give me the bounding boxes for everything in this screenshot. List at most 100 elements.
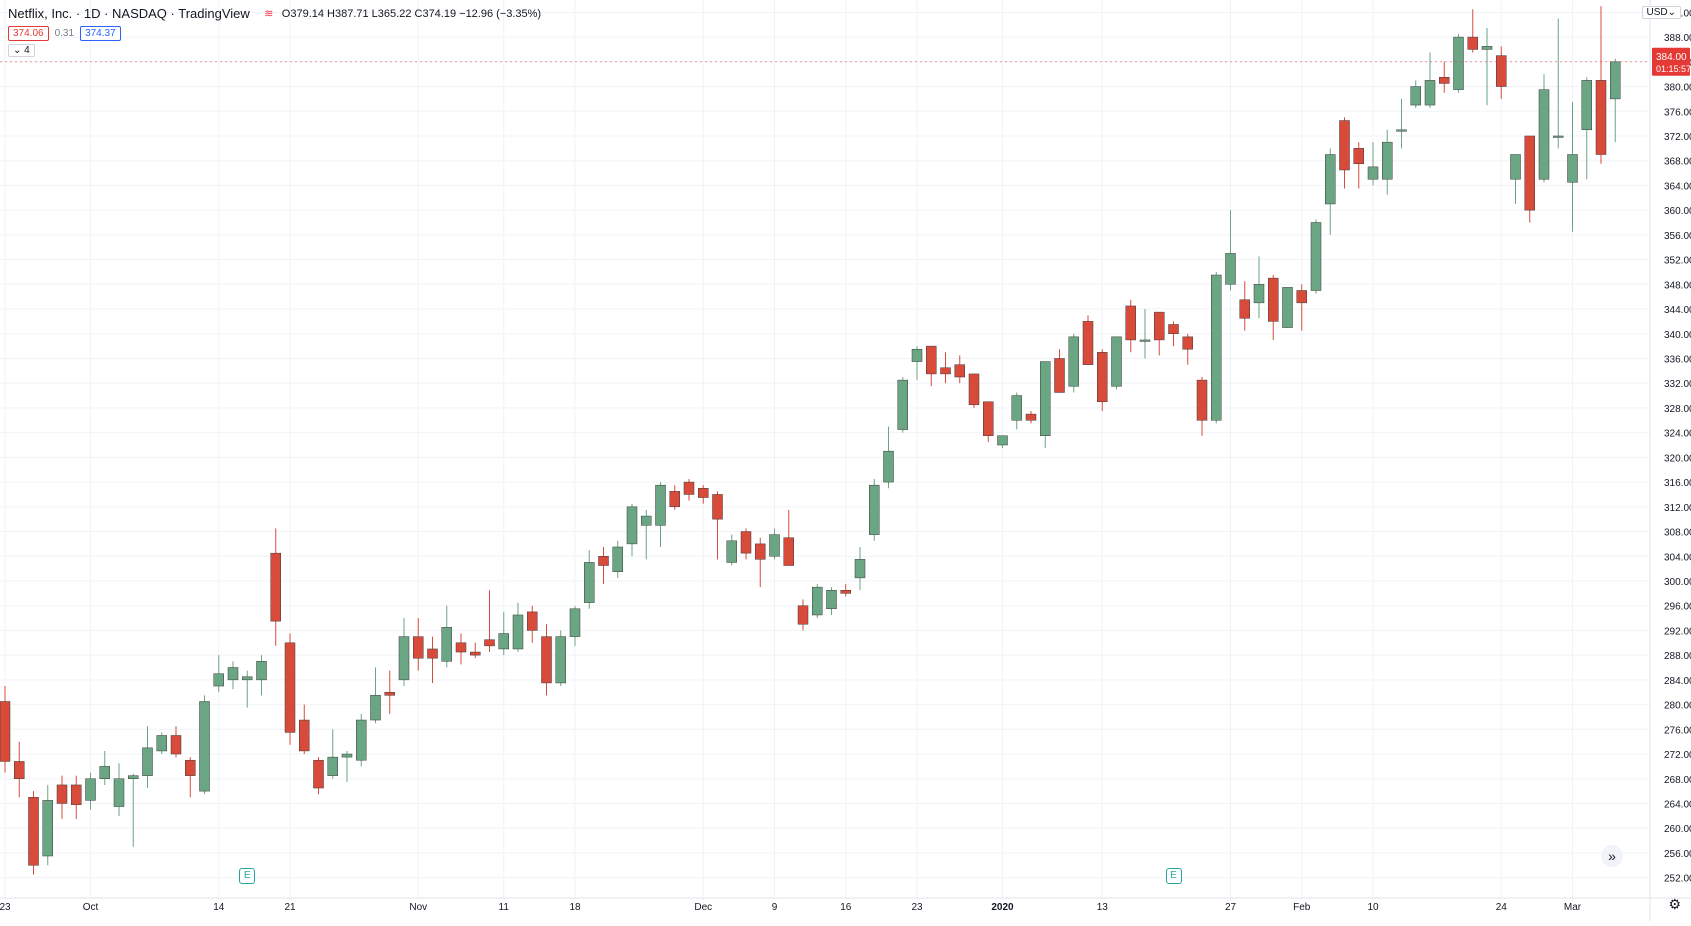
candle — [1253, 256, 1265, 319]
candle-body — [242, 676, 253, 681]
y-tick-label: 364.00 — [1664, 181, 1691, 192]
candle — [1097, 349, 1108, 412]
candle-body — [1567, 154, 1578, 183]
x-tick-label: Mar — [1564, 902, 1582, 913]
candle — [1054, 349, 1065, 393]
candle — [783, 509, 794, 566]
candle — [983, 401, 994, 442]
candle-body — [398, 636, 410, 681]
candle — [213, 655, 224, 693]
candle — [1025, 411, 1037, 424]
candle — [1111, 336, 1122, 390]
candle-body — [270, 552, 281, 622]
candle — [926, 345, 937, 387]
candle-body — [584, 562, 595, 603]
candle-body — [185, 759, 196, 776]
y-tick-label: 356.00 — [1664, 231, 1691, 242]
candle — [840, 584, 851, 597]
ohlc-readout: O379.14 H387.71 L365.22 C374.19 −12.96 (… — [281, 7, 542, 20]
candle-body — [854, 559, 866, 579]
candle — [299, 704, 310, 755]
candle-body — [569, 608, 581, 637]
candle — [1581, 77, 1592, 180]
candle — [1182, 333, 1193, 365]
scroll-to-realtime-button[interactable]: » — [1601, 845, 1623, 867]
candle — [1439, 61, 1450, 93]
settings-gear-icon[interactable]: ⚙ — [1668, 896, 1681, 912]
candle — [626, 503, 638, 557]
candle — [512, 602, 524, 653]
candle-body — [1339, 120, 1350, 171]
candle — [541, 624, 552, 696]
candle — [1011, 392, 1022, 430]
candle-body — [1524, 135, 1535, 211]
candle — [455, 633, 467, 665]
candle-body — [826, 589, 837, 610]
candle — [940, 352, 951, 384]
candle — [1467, 9, 1478, 53]
ask-price[interactable]: 374.37 — [80, 26, 121, 41]
candle-body — [1168, 324, 1179, 334]
x-tick-label: Dec — [694, 902, 712, 913]
earnings-icon[interactable]: E — [1165, 868, 1182, 884]
candle-body — [1424, 80, 1436, 106]
candle-body — [384, 691, 395, 696]
candle-body — [541, 636, 552, 684]
y-tick-label: 332.00 — [1664, 379, 1691, 390]
candle-body — [455, 642, 467, 653]
symbol-title[interactable]: Netflix, Inc. · 1D · NASDAQ · TradingVie… — [8, 6, 250, 21]
x-tick-label: Feb — [1293, 902, 1311, 913]
candle-body — [527, 611, 538, 631]
candle-body — [926, 345, 937, 375]
candle — [71, 775, 82, 819]
y-tick-label: 336.00 — [1664, 354, 1691, 365]
candle-body — [997, 435, 1008, 446]
candle — [527, 605, 538, 643]
candle-body — [940, 367, 951, 375]
candle — [1268, 275, 1279, 340]
y-tick-label: 260.00 — [1664, 824, 1691, 835]
y-tick-label: 316.00 — [1664, 478, 1691, 489]
candle — [797, 599, 809, 631]
candle-body — [327, 756, 338, 776]
candle — [156, 732, 167, 755]
candle — [1296, 284, 1307, 331]
indicators-toggle-button[interactable]: ⌄ 4 — [8, 44, 35, 57]
currency-selector[interactable]: USD⌄ — [1641, 6, 1681, 19]
candle-body — [840, 589, 851, 594]
candle-body — [498, 633, 509, 650]
last-price-badge — [1652, 47, 1690, 76]
y-tick-label: 256.00 — [1664, 849, 1691, 860]
candle — [1481, 27, 1493, 106]
candle-body — [99, 766, 110, 780]
candle-body — [71, 784, 82, 805]
x-tick-label: 2020 — [991, 902, 1014, 913]
candle — [398, 618, 410, 687]
bid-price[interactable]: 374.06 — [8, 26, 49, 41]
x-tick-label: 9 — [772, 902, 778, 913]
last-price-label: 384.00 — [1656, 52, 1687, 63]
x-tick-label: 21 — [284, 902, 296, 913]
candle — [726, 534, 737, 566]
y-tick-label: 268.00 — [1664, 775, 1691, 786]
candle-body — [0, 701, 11, 762]
candle — [812, 584, 823, 619]
candle — [769, 528, 780, 560]
candle-body — [1125, 305, 1136, 341]
candle — [356, 713, 367, 767]
candle — [28, 791, 39, 875]
candle — [669, 485, 680, 510]
x-tick-label: 24 — [1496, 902, 1508, 913]
candle-body — [441, 627, 452, 662]
candle — [270, 528, 281, 646]
candle — [740, 528, 752, 560]
candle-body — [313, 759, 324, 789]
quote-tags: 374.06 0.31 374.37 — [8, 26, 121, 41]
candle-body — [1154, 311, 1165, 341]
candle-body — [911, 348, 923, 362]
earnings-icon[interactable]: E — [239, 868, 256, 884]
y-tick-label: 348.00 — [1664, 280, 1691, 291]
x-tick-label: 16 — [840, 902, 852, 913]
